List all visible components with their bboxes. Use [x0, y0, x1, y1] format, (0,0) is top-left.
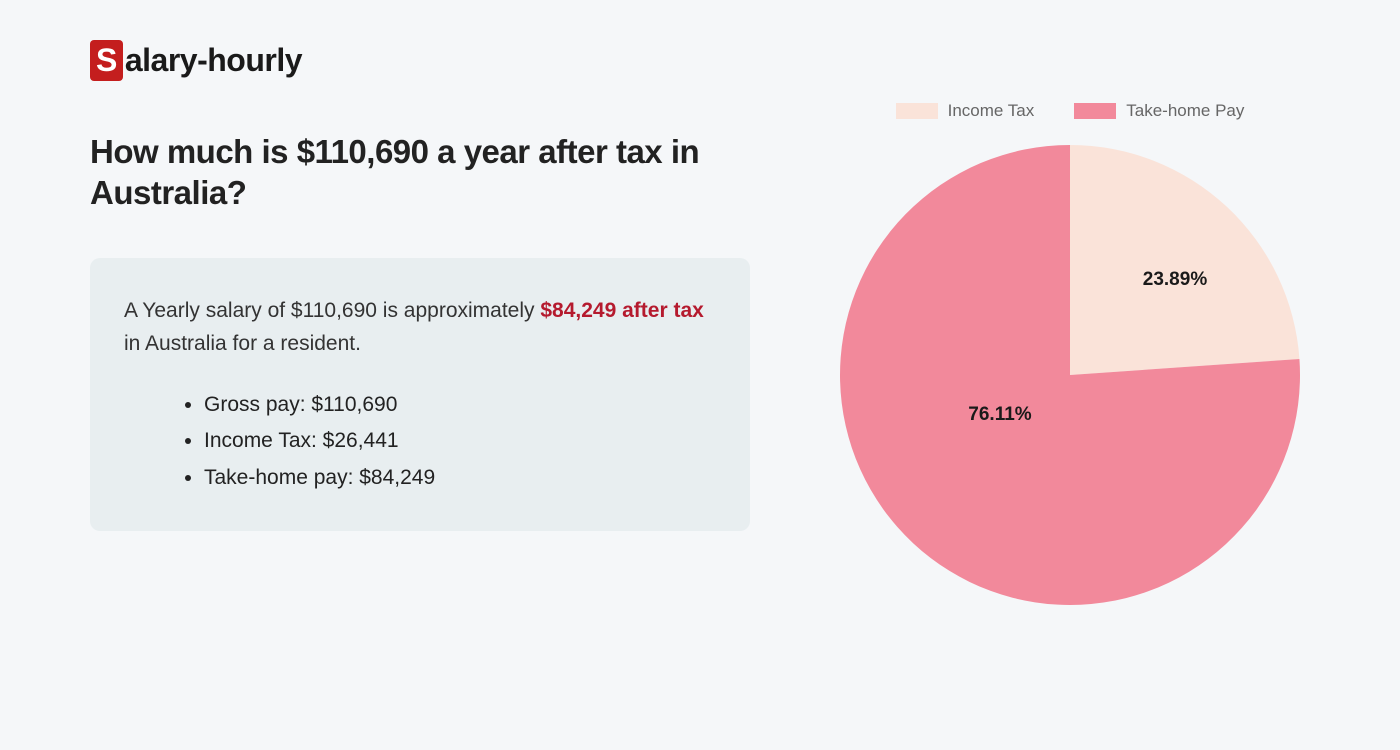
legend-swatch-takehome [1074, 103, 1116, 119]
pie-slice-label: 76.11% [968, 404, 1031, 426]
legend-swatch-income-tax [896, 103, 938, 119]
chart-column: Income Tax Take-home Pay 23.89% 76.11% [810, 101, 1330, 605]
summary-prefix: A Yearly salary of $110,690 is approxima… [124, 299, 540, 322]
logo-badge: S [90, 40, 123, 81]
summary-highlight: $84,249 after tax [540, 299, 703, 322]
legend-item-income-tax: Income Tax [896, 101, 1035, 121]
left-column: How much is $110,690 a year after tax in… [90, 131, 750, 605]
chart-legend: Income Tax Take-home Pay [896, 101, 1245, 121]
pie-slice-label: 23.89% [1143, 269, 1207, 291]
summary-bullets: Gross pay: $110,690 Income Tax: $26,441 … [124, 387, 716, 497]
legend-label-income-tax: Income Tax [948, 101, 1035, 121]
bullet-tax: Income Tax: $26,441 [204, 423, 716, 460]
logo-text: alary-hourly [125, 42, 302, 79]
page-heading: How much is $110,690 a year after tax in… [90, 131, 750, 214]
bullet-gross: Gross pay: $110,690 [204, 387, 716, 424]
site-logo: Salary-hourly [90, 40, 1310, 81]
pie-chart: 23.89% 76.11% [840, 145, 1300, 605]
main-content: How much is $110,690 a year after tax in… [90, 131, 1310, 605]
legend-label-takehome: Take-home Pay [1126, 101, 1244, 121]
summary-text: A Yearly salary of $110,690 is approxima… [124, 294, 716, 361]
bullet-takehome: Take-home pay: $84,249 [204, 460, 716, 497]
summary-suffix: in Australia for a resident. [124, 332, 361, 355]
legend-item-takehome: Take-home Pay [1074, 101, 1244, 121]
summary-card: A Yearly salary of $110,690 is approxima… [90, 258, 750, 531]
